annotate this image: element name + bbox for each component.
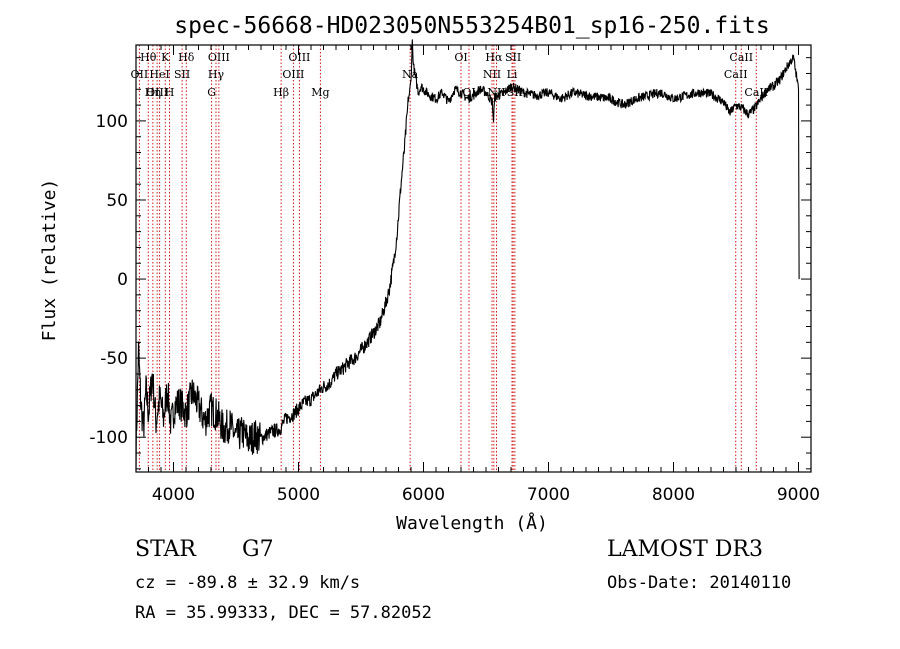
x-axis-label: Wavelength (Å): [396, 512, 548, 534]
line-label-15: Mg: [311, 86, 329, 99]
x-tick-label: 8000: [652, 485, 695, 505]
line-label-7: H: [165, 86, 175, 99]
y-axis-ticks: -100 -50 0 50 100: [89, 57, 811, 470]
y-tick-label: 0: [117, 270, 128, 290]
line-label-19: Hα: [485, 51, 503, 64]
line-label-11: G: [207, 86, 216, 99]
line-label-3: K: [161, 51, 170, 64]
y-tick-label: 100: [96, 112, 128, 132]
redshift-value: cz = -89.8 ± 32.9 km/s: [135, 573, 361, 593]
coordinates: RA = 35.99333, DEC = 57.82052: [135, 603, 432, 623]
object-subclass: G7: [242, 537, 274, 562]
line-label-10: Hγ: [208, 68, 225, 81]
line-label-13: OIII: [282, 68, 304, 81]
line-label-6: SII: [174, 68, 190, 81]
line-label-20: SII: [505, 51, 521, 64]
line-label-14: Hβ: [273, 86, 289, 99]
obs-date: Obs-Date: 20140110: [607, 573, 792, 593]
y-axis-label: Flux (relative): [39, 179, 60, 342]
line-label-9: OIII: [208, 51, 230, 64]
line-label-12: OIII: [288, 51, 310, 64]
x-tick-label: 5000: [277, 485, 320, 505]
survey-name: LAMOST DR3: [607, 537, 763, 562]
line-label-17: OI: [454, 51, 467, 64]
x-tick-label: 9000: [777, 485, 820, 505]
line-label-22: Li: [507, 68, 518, 81]
line-label-21: NII: [483, 68, 501, 81]
x-tick-label: 7000: [527, 485, 570, 505]
line-label-23: NII: [487, 86, 505, 99]
line-label-8: Hδ: [178, 51, 195, 64]
plot-frame: [135, 44, 812, 473]
line-label-5: Hη: [145, 86, 161, 99]
x-tick-label: 4000: [152, 485, 195, 505]
object-class: STAR: [135, 537, 196, 562]
spectral-line-markers: [138, 45, 757, 472]
y-tick-label: -50: [100, 349, 128, 369]
line-label-4: HeI: [149, 68, 169, 81]
y-tick-label: 50: [106, 191, 128, 211]
y-tick-label: -100: [89, 428, 128, 448]
spectral-line-labels: Hθ OII OIII K HeI Hη SII H Hδ OIII Hγ G OIII OIII Hβ Mg…: [131, 51, 769, 99]
chart-title: spec-56668-HD023050N553254B01_sp16-250.f…: [174, 13, 769, 39]
spectrum-series-line: [135, 39, 800, 471]
line-label-26: CaII: [724, 68, 748, 81]
line-label-0: Hθ: [140, 51, 157, 64]
x-axis-ticks: 4000 5000 6000 7000 8000 9000: [135, 45, 820, 505]
line-label-25: CaII: [729, 51, 753, 64]
line-label-1: OII: [131, 68, 149, 81]
x-tick-label: 6000: [402, 485, 445, 505]
line-label-2: OIII: [146, 86, 168, 99]
